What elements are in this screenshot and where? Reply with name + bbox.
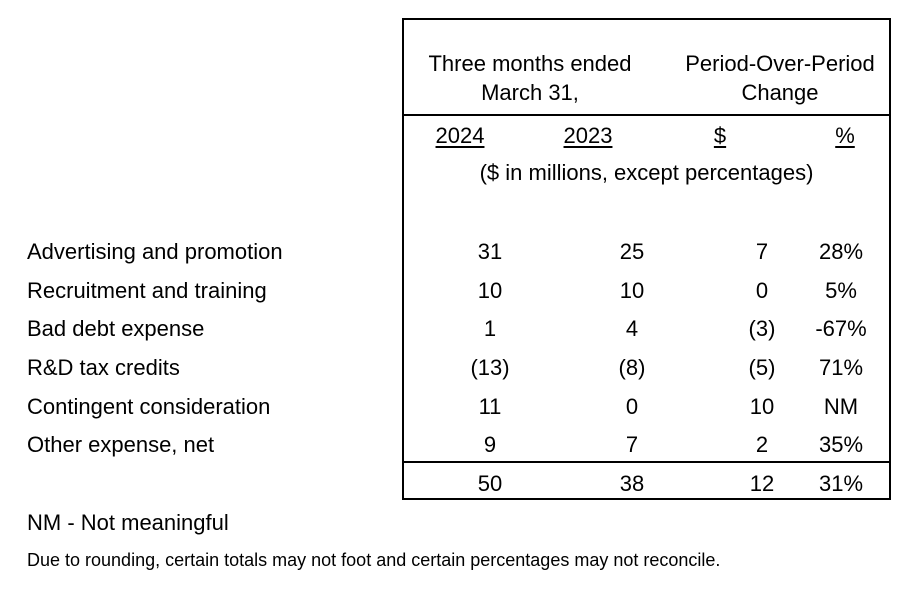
- row-label: Other expense, net: [27, 432, 215, 457]
- cell-2023: 7: [625, 432, 639, 457]
- col-header-pct: %: [835, 123, 855, 148]
- period-header-line2: March 31,: [481, 80, 579, 105]
- cell-pct-change: 28%: [818, 239, 864, 264]
- change-header-line2: Change: [741, 80, 819, 105]
- total-2024: 50: [477, 471, 503, 496]
- change-header-line1: Period-Over-Period: [685, 51, 875, 76]
- cell-dollar-change: (3): [748, 316, 776, 341]
- total-dollar-change: 12: [749, 471, 775, 496]
- cell-pct-change: 71%: [818, 355, 864, 380]
- cell-pct-change: NM: [823, 394, 859, 419]
- col-header-2024: 2024: [435, 123, 485, 148]
- nm-footnote: NM - Not meaningful: [27, 510, 229, 535]
- table-frame: [402, 18, 891, 500]
- cell-2023: 4: [625, 316, 639, 341]
- cell-pct-change: 35%: [818, 432, 864, 457]
- row-label: R&D tax credits: [27, 355, 180, 380]
- rounding-footnote: Due to rounding, certain totals may not …: [27, 550, 721, 570]
- col-header-2023: 2023: [563, 123, 613, 148]
- cell-dollar-change: 7: [755, 239, 769, 264]
- period-header-line1: Three months ended: [428, 51, 632, 76]
- cell-2024: 11: [478, 394, 502, 419]
- cell-2024: 1: [483, 316, 497, 341]
- cell-dollar-change: 2: [755, 432, 769, 457]
- total-pct-change: 31%: [818, 471, 864, 496]
- cell-pct-change: 5%: [825, 278, 857, 303]
- change-header: Period-Over-Period Change: [662, 49, 898, 107]
- cell-dollar-change: (5): [748, 355, 776, 380]
- period-header: Three months ended March 31,: [410, 49, 650, 107]
- cell-2024: 31: [477, 239, 503, 264]
- cell-2023: 10: [619, 278, 645, 303]
- row-label: Bad debt expense: [27, 316, 205, 341]
- cell-2023: 0: [625, 394, 639, 419]
- row-label: Recruitment and training: [27, 278, 267, 303]
- cell-dollar-change: 0: [755, 278, 769, 303]
- cell-pct-change: -67%: [815, 316, 867, 341]
- units-note: ($ in millions, except percentages): [479, 160, 814, 185]
- header-divider: [402, 114, 891, 116]
- col-header-dollar: $: [713, 123, 727, 148]
- cell-2023: (8): [618, 355, 646, 380]
- cell-2024: 9: [483, 432, 497, 457]
- cell-dollar-change: 10: [749, 394, 775, 419]
- total-divider: [402, 461, 891, 463]
- total-2023: 38: [619, 471, 645, 496]
- cell-2024: (13): [470, 355, 510, 380]
- row-label: Contingent consideration: [27, 394, 271, 419]
- cell-2024: 10: [477, 278, 503, 303]
- cell-2023: 25: [619, 239, 645, 264]
- row-label: Advertising and promotion: [27, 239, 283, 264]
